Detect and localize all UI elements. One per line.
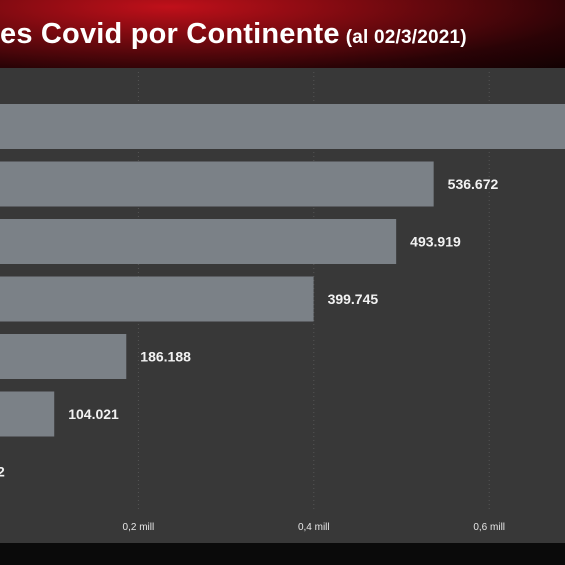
data-label-6: 104.021: [68, 406, 119, 422]
bar-chart: 0,2 mill 0,4 mill 0,6 mill 536.672 493.919 39…: [0, 72, 565, 533]
x-tick-label-2: 0,4 mill: [298, 522, 330, 533]
data-label-5: 186.188: [140, 349, 191, 365]
data-label-2: 536.672: [448, 176, 499, 192]
data-label-7: 2: [0, 464, 5, 480]
data-label-3: 493.919: [410, 234, 461, 250]
bar-4: [0, 276, 314, 322]
bar-1: [0, 104, 565, 149]
bottom-strip: [0, 543, 565, 565]
chart-title-date: (al 02/3/2021): [345, 27, 467, 48]
bar-3: [0, 219, 397, 264]
bar-6: [0, 391, 55, 437]
bar-2: [0, 161, 434, 207]
bar-5: [0, 334, 127, 379]
chart-title-main: es Covid por Continente: [0, 18, 340, 50]
x-tick-label-1: 0,2 mill: [123, 522, 155, 533]
chart-title: es Covid por Continente (al 02/3/2021): [0, 18, 467, 51]
chart-area: 0,2 mill 0,4 mill 0,6 mill 536.672 493.919 39…: [0, 68, 565, 543]
data-label-4: 399.745: [328, 291, 379, 307]
header-banner: es Covid por Continente (al 02/3/2021): [0, 0, 565, 68]
x-tick-label-3: 0,6 mill: [473, 522, 505, 533]
